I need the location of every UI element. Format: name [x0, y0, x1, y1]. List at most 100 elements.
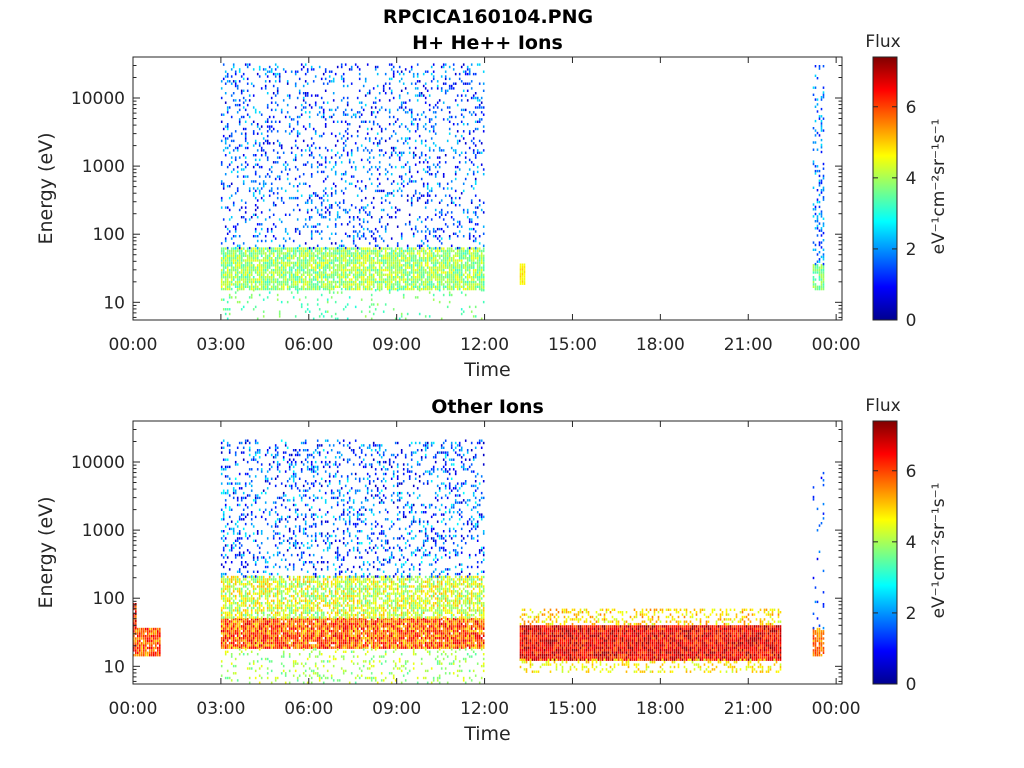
flux-cell	[434, 173, 437, 176]
flux-cell	[256, 239, 259, 243]
flux-cell	[382, 89, 385, 92]
flux-cell	[238, 235, 241, 238]
flux-cell	[328, 268, 331, 272]
flux-cell	[304, 163, 307, 166]
flux-cell	[464, 287, 467, 291]
flux-cell	[362, 268, 365, 272]
flux-cell	[242, 154, 245, 157]
flux-cell	[316, 211, 319, 214]
flux-cell	[224, 225, 227, 228]
flux-cell	[220, 629, 223, 633]
flux-cell	[374, 165, 377, 169]
flux-cell	[276, 89, 279, 92]
flux-cell	[396, 247, 399, 250]
flux-cell	[256, 123, 259, 126]
flux-cell	[238, 261, 241, 265]
flux-cell	[394, 151, 397, 154]
flux-cell	[446, 254, 449, 257]
flux-cell	[814, 212, 817, 216]
flux-cell	[434, 103, 437, 107]
flux-cell	[360, 252, 363, 255]
flux-cell	[316, 273, 319, 276]
flux-cell	[444, 223, 447, 226]
flux-cell	[376, 283, 379, 286]
flux-cell	[240, 276, 243, 279]
flux-cell	[292, 296, 295, 299]
flux-cell	[426, 276, 429, 279]
flux-cell	[272, 644, 275, 647]
flux-cell	[274, 101, 277, 104]
flux-cell	[282, 252, 285, 255]
flux-cell	[362, 261, 365, 265]
flux-cell	[270, 639, 273, 642]
flux-cell	[424, 287, 427, 291]
flux-cell	[340, 189, 343, 193]
flux-cell	[428, 108, 431, 112]
flux-cell	[153, 627, 155, 631]
flux-cell	[228, 249, 231, 253]
flux-cell	[278, 629, 281, 633]
flux-cell	[284, 627, 287, 630]
flux-cell	[444, 285, 447, 288]
flux-cell	[348, 216, 351, 219]
flux-cell	[141, 649, 143, 652]
flux-cell	[306, 144, 309, 147]
flux-cell	[408, 278, 411, 281]
flux-cell	[280, 199, 283, 202]
flux-cell	[376, 72, 379, 76]
flux-cell	[424, 271, 427, 274]
flux-cell	[234, 225, 237, 228]
flux-cell	[326, 252, 329, 255]
flux-cell	[446, 247, 449, 250]
flux-cell	[254, 305, 257, 309]
flux-cell	[238, 70, 241, 73]
flux-cell	[398, 156, 401, 159]
flux-cell	[822, 239, 825, 242]
flux-cell	[310, 254, 313, 257]
flux-cell	[300, 285, 303, 288]
flux-cell	[460, 134, 463, 138]
flux-cell	[332, 252, 335, 255]
flux-cell	[820, 273, 823, 276]
flux-cell	[270, 249, 273, 253]
flux-cell	[256, 132, 259, 135]
flux-cell	[350, 252, 353, 255]
flux-cell	[264, 276, 267, 279]
flux-cell	[316, 625, 319, 628]
flux-cell	[424, 261, 427, 265]
flux-cell	[153, 654, 155, 657]
flux-cell	[362, 257, 365, 260]
flux-cell	[236, 622, 239, 626]
flux-cell	[820, 268, 823, 272]
flux-cell	[256, 246, 259, 250]
flux-cell	[452, 149, 455, 152]
flux-cell	[406, 249, 409, 253]
flux-cell	[388, 280, 391, 284]
flux-cell	[394, 132, 397, 135]
flux-cell	[244, 280, 247, 284]
flux-cell	[151, 634, 153, 638]
flux-cell	[418, 259, 421, 262]
flux-cell	[342, 199, 345, 202]
flux-cell	[300, 639, 303, 642]
flux-cell	[302, 259, 305, 262]
flux-cell	[286, 257, 289, 260]
flux-cell	[822, 65, 825, 68]
flux-cell	[149, 639, 151, 643]
flux-cell	[482, 276, 485, 279]
flux-cell	[310, 632, 313, 635]
flux-cell	[224, 146, 227, 150]
flux-cell	[292, 285, 295, 288]
flux-cell	[224, 287, 227, 291]
flux-cell	[320, 293, 323, 297]
flux-cell	[246, 268, 249, 272]
flux-cell	[296, 291, 299, 294]
flux-cell	[342, 84, 345, 88]
flux-cell	[274, 266, 277, 269]
flux-cell	[814, 119, 817, 123]
flux-cell	[266, 227, 269, 231]
flux-cell	[460, 259, 463, 262]
flux-cell	[456, 259, 459, 262]
flux-cell	[242, 242, 245, 245]
flux-cell	[406, 199, 409, 202]
